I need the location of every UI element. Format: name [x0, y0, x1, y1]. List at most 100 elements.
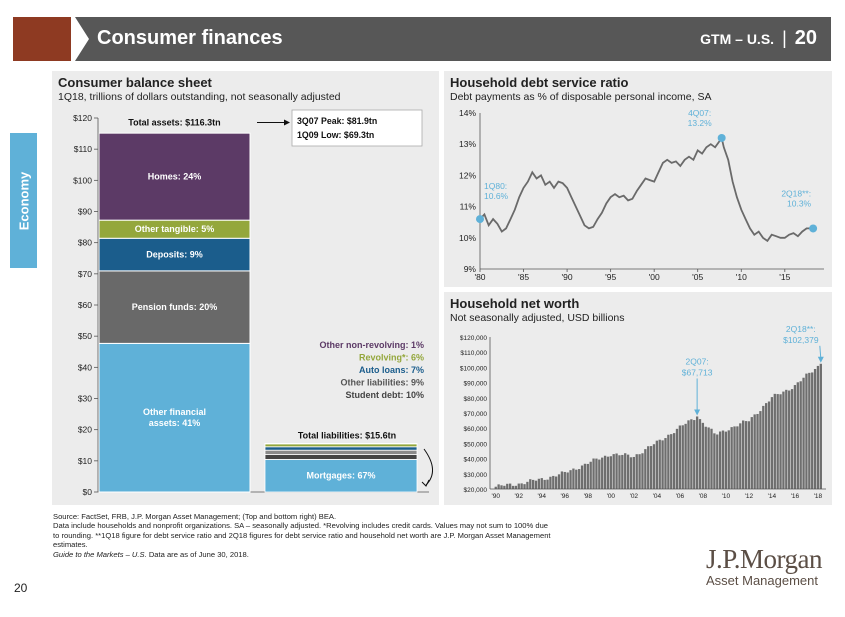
- y-tick-label: 11%: [460, 202, 477, 212]
- net-worth-bar: [790, 389, 794, 489]
- net-worth-bar: [572, 468, 575, 489]
- net-worth-bar: [667, 434, 670, 489]
- net-worth-bar: [816, 365, 820, 489]
- net-worth-bar: [727, 430, 730, 489]
- net-worth-bar: [698, 419, 702, 489]
- x-tick-label: '96: [561, 493, 570, 500]
- net-worth-bar: [508, 483, 512, 489]
- total-assets-label: Total assets: $116.3tn: [128, 118, 220, 128]
- jpmorgan-logo: J.P.Morgan Asset Management: [706, 545, 831, 589]
- annotation-arrow: [819, 345, 822, 359]
- net-worth-bar: [773, 393, 776, 489]
- net-worth-bar: [578, 469, 581, 489]
- y-tick-label: $40: [78, 362, 92, 372]
- x-tick-label: '15: [779, 272, 790, 282]
- asset-segment-label: Deposits: 9%: [146, 250, 203, 260]
- net-worth-bar: [776, 394, 779, 489]
- net-worth-bar: [649, 446, 653, 489]
- liability-breakdown-label: Revolving*: 6%: [359, 353, 424, 363]
- y-tick-label: 13%: [459, 139, 476, 149]
- y-tick-label: $60,000: [464, 426, 488, 433]
- net-worth-bar: [733, 426, 736, 489]
- net-worth-bar: [583, 463, 587, 489]
- y-tick-label: $10: [78, 456, 92, 466]
- chart-title: Household net worth: [450, 296, 580, 311]
- net-worth-bar: [621, 454, 624, 489]
- net-worth-bar: [811, 372, 814, 489]
- y-tick-label: $50,000: [464, 441, 488, 448]
- asset-segment-label: assets: 41%: [149, 418, 201, 428]
- y-tick-label: 12%: [459, 170, 476, 180]
- y-tick-label: $100: [73, 175, 92, 185]
- y-tick-label: $120: [73, 113, 92, 123]
- net-worth-bar: [756, 413, 759, 489]
- asset-segment-label: Homes: 24%: [148, 172, 202, 182]
- y-tick-label: 14%: [459, 108, 476, 118]
- net-worth-bar: [710, 428, 713, 489]
- net-worth-bar: [693, 420, 696, 489]
- x-tick-label: '18: [814, 493, 823, 500]
- net-worth-bar: [641, 453, 644, 489]
- x-tick-label: '90: [562, 272, 573, 282]
- section-tab-label: Economy: [16, 171, 31, 230]
- net-worth-bar: [736, 426, 739, 489]
- page-number: 20: [14, 581, 28, 595]
- annotation-value: 10.3%: [787, 198, 812, 208]
- y-tick-label: $90: [78, 207, 92, 217]
- x-tick-label: '12: [745, 493, 754, 500]
- asset-segment-label: Other tangible: 5%: [135, 224, 215, 234]
- balance-sheet-chart: $0 $10 $20 $30 $40 $50 $60 $70 $80 $90 $100 $110 $12…: [73, 109, 433, 497]
- net-worth-bar: [739, 423, 742, 489]
- net-worth-bar: [808, 372, 811, 489]
- y-tick-label: 9%: [464, 264, 477, 274]
- net-worth-bar: [511, 485, 515, 489]
- net-worth-bar: [494, 486, 497, 489]
- net-worth-bar: [759, 411, 762, 489]
- annotation-dot: [476, 215, 484, 224]
- y-tick-label: $20: [78, 425, 92, 435]
- annotation-dot: [809, 224, 818, 233]
- net-worth-bar: [520, 483, 523, 489]
- net-worth-bar: [612, 454, 615, 489]
- y-tick-label: $70,000: [464, 411, 488, 418]
- arrow-head: [284, 119, 290, 126]
- y-tick-label: $70: [78, 269, 92, 279]
- asset-segment: [98, 237, 251, 272]
- net-worth-bar: [638, 454, 641, 489]
- net-worth-bar: [592, 458, 595, 489]
- footnotes: Source: FactSet, FRB, J.P. Morgan Asset …: [53, 512, 693, 559]
- net-worth-bar: [615, 453, 618, 489]
- net-worth-bar: [788, 390, 791, 489]
- arrow-head: [694, 409, 701, 416]
- annotation-label: 2Q18**:: [781, 188, 811, 198]
- logo-wordmark: J.P.Morgan: [706, 544, 823, 574]
- net-worth-bar: [618, 455, 621, 489]
- net-worth-bar: [724, 431, 728, 489]
- section-tab-economy[interactable]: Economy: [10, 133, 37, 268]
- header-red-block: [13, 17, 71, 61]
- y-tick-label: $110: [74, 144, 93, 154]
- x-tick-label: '04: [653, 493, 662, 500]
- net-worth-bar: [753, 414, 756, 489]
- x-tick-label: '10: [736, 272, 747, 282]
- y-tick-label: $20,000: [464, 487, 488, 494]
- net-worth-bar: [716, 434, 719, 489]
- y-tick-label: $30,000: [464, 472, 488, 479]
- net-worth-bar: [635, 454, 638, 489]
- x-tick-label: '10: [722, 493, 731, 500]
- annotation-dot: [717, 133, 726, 142]
- page-title: Consumer finances: [97, 27, 283, 49]
- net-worth-bar: [744, 421, 748, 489]
- net-worth-bar: [750, 417, 753, 489]
- header-right: GTM – U.S. | 20: [700, 27, 817, 50]
- net-worth-bar: [552, 475, 555, 489]
- debt-service-ratio-chart: 9% 10% 11% 12% 13% 14% '80 '85 '90 '95 '00 '05 '10 '1…: [459, 108, 824, 282]
- net-worth-bar: [514, 485, 518, 489]
- net-worth-bar: [670, 434, 673, 489]
- net-worth-bar: [606, 456, 610, 489]
- x-tick-label: '95: [605, 272, 616, 282]
- net-worth-bar: [540, 478, 543, 489]
- net-worth-bar: [580, 465, 584, 489]
- footnote-line: to rounding. **1Q18 figure for debt serv…: [53, 530, 551, 540]
- series-label: GTM – U.S.: [700, 31, 775, 47]
